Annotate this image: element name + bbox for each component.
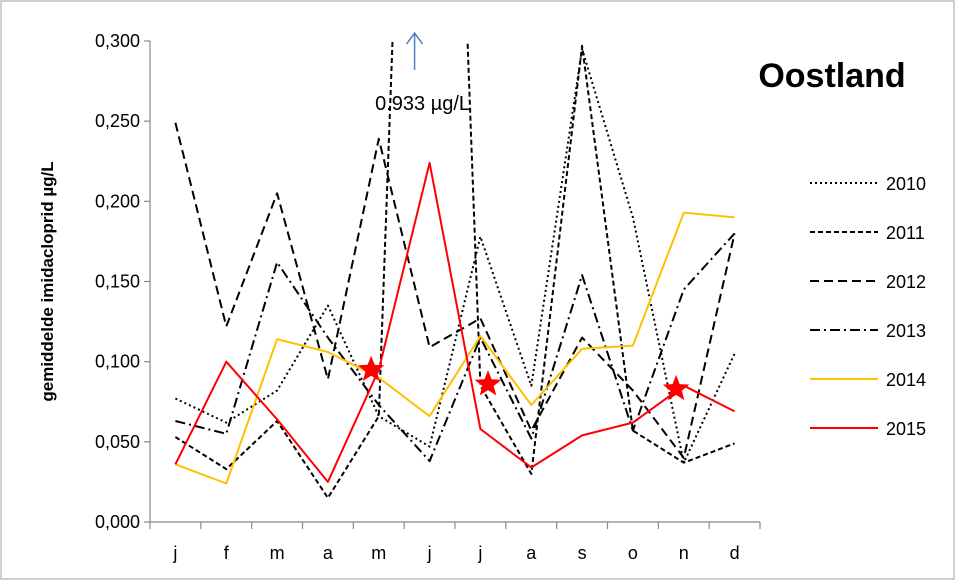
x-tick-label: j (427, 543, 432, 563)
x-tick-label: m (371, 543, 386, 563)
series-line-2015 (174, 161, 736, 483)
x-tick-label: o (628, 543, 638, 563)
y-tick-label: 0,000 (95, 512, 140, 532)
x-tick-label: s (578, 543, 587, 563)
marker-layer (357, 355, 690, 401)
chart-title: Oostland (758, 57, 905, 95)
legend-label-2010: 2010 (886, 174, 926, 194)
legend-label-2014: 2014 (886, 370, 926, 390)
y-axis: 0,000 0,050 0,100 0,150 0,200 0,250 0,300 (95, 31, 151, 532)
x-tick-label: a (526, 543, 537, 563)
y-axis-label: gemiddelde imidacloprid µg/L (38, 161, 57, 401)
star-marker (357, 355, 385, 381)
y-tick-label: 0,200 (95, 191, 140, 211)
x-tick-label: f (224, 543, 230, 563)
series-layer (174, 41, 736, 499)
legend: 2010 2011 2012 2013 2014 2015 (810, 174, 926, 439)
x-tick-label: j (477, 543, 482, 563)
y-tick-label: 0,100 (95, 352, 140, 372)
series-line-2010 (174, 48, 736, 464)
y-tick-label: 0,050 (95, 432, 140, 452)
x-tick-label: a (323, 543, 334, 563)
x-tick-label: j (172, 543, 177, 563)
legend-label-2013: 2013 (886, 321, 926, 341)
series-line-2011 (174, 41, 735, 499)
x-tick-label: n (679, 543, 689, 563)
legend-label-2015: 2015 (886, 419, 926, 439)
star-marker (474, 370, 502, 396)
series-line-2013 (175, 232, 736, 463)
series-line-2012 (174, 122, 736, 459)
legend-label-2012: 2012 (886, 272, 926, 292)
y-tick-label: 0,250 (95, 111, 140, 131)
x-tick-label: m (270, 543, 285, 563)
y-tick-label: 0,150 (95, 272, 140, 292)
series-line-2014 (175, 211, 735, 485)
legend-label-2011: 2011 (886, 223, 925, 243)
star-marker (662, 374, 690, 401)
annotation-label: 0.933 µg/L (375, 93, 470, 115)
arrow-up-icon (405, 31, 424, 45)
x-tick-label: d (730, 543, 740, 563)
y-tick-label: 0,300 (95, 31, 140, 51)
annotation-layer: 0.933 µg/L (375, 31, 470, 115)
